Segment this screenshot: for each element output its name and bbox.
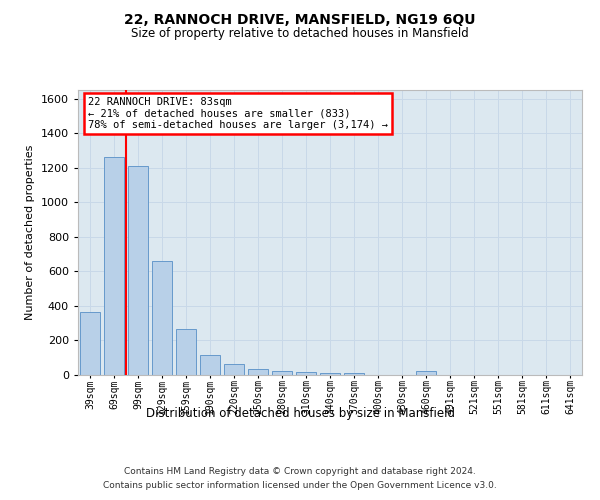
Bar: [128, 166, 148, 375]
Bar: [248, 369, 268, 375]
Bar: [80, 312, 100, 375]
Bar: [224, 364, 244, 375]
Text: Distribution of detached houses by size in Mansfield: Distribution of detached houses by size …: [146, 408, 455, 420]
Bar: [344, 373, 364, 375]
Bar: [272, 371, 292, 375]
Text: Contains public sector information licensed under the Open Government Licence v3: Contains public sector information licen…: [103, 481, 497, 490]
Bar: [152, 261, 172, 375]
Text: Size of property relative to detached houses in Mansfield: Size of property relative to detached ho…: [131, 28, 469, 40]
Bar: [416, 371, 436, 375]
Bar: [200, 355, 220, 375]
Bar: [296, 372, 316, 375]
Y-axis label: Number of detached properties: Number of detached properties: [25, 145, 35, 320]
Bar: [176, 329, 196, 375]
Text: 22 RANNOCH DRIVE: 83sqm
← 21% of detached houses are smaller (833)
78% of semi-d: 22 RANNOCH DRIVE: 83sqm ← 21% of detache…: [88, 97, 388, 130]
Text: Contains HM Land Registry data © Crown copyright and database right 2024.: Contains HM Land Registry data © Crown c…: [124, 468, 476, 476]
Text: 22, RANNOCH DRIVE, MANSFIELD, NG19 6QU: 22, RANNOCH DRIVE, MANSFIELD, NG19 6QU: [124, 12, 476, 26]
Bar: [104, 156, 124, 375]
Bar: [320, 372, 340, 375]
